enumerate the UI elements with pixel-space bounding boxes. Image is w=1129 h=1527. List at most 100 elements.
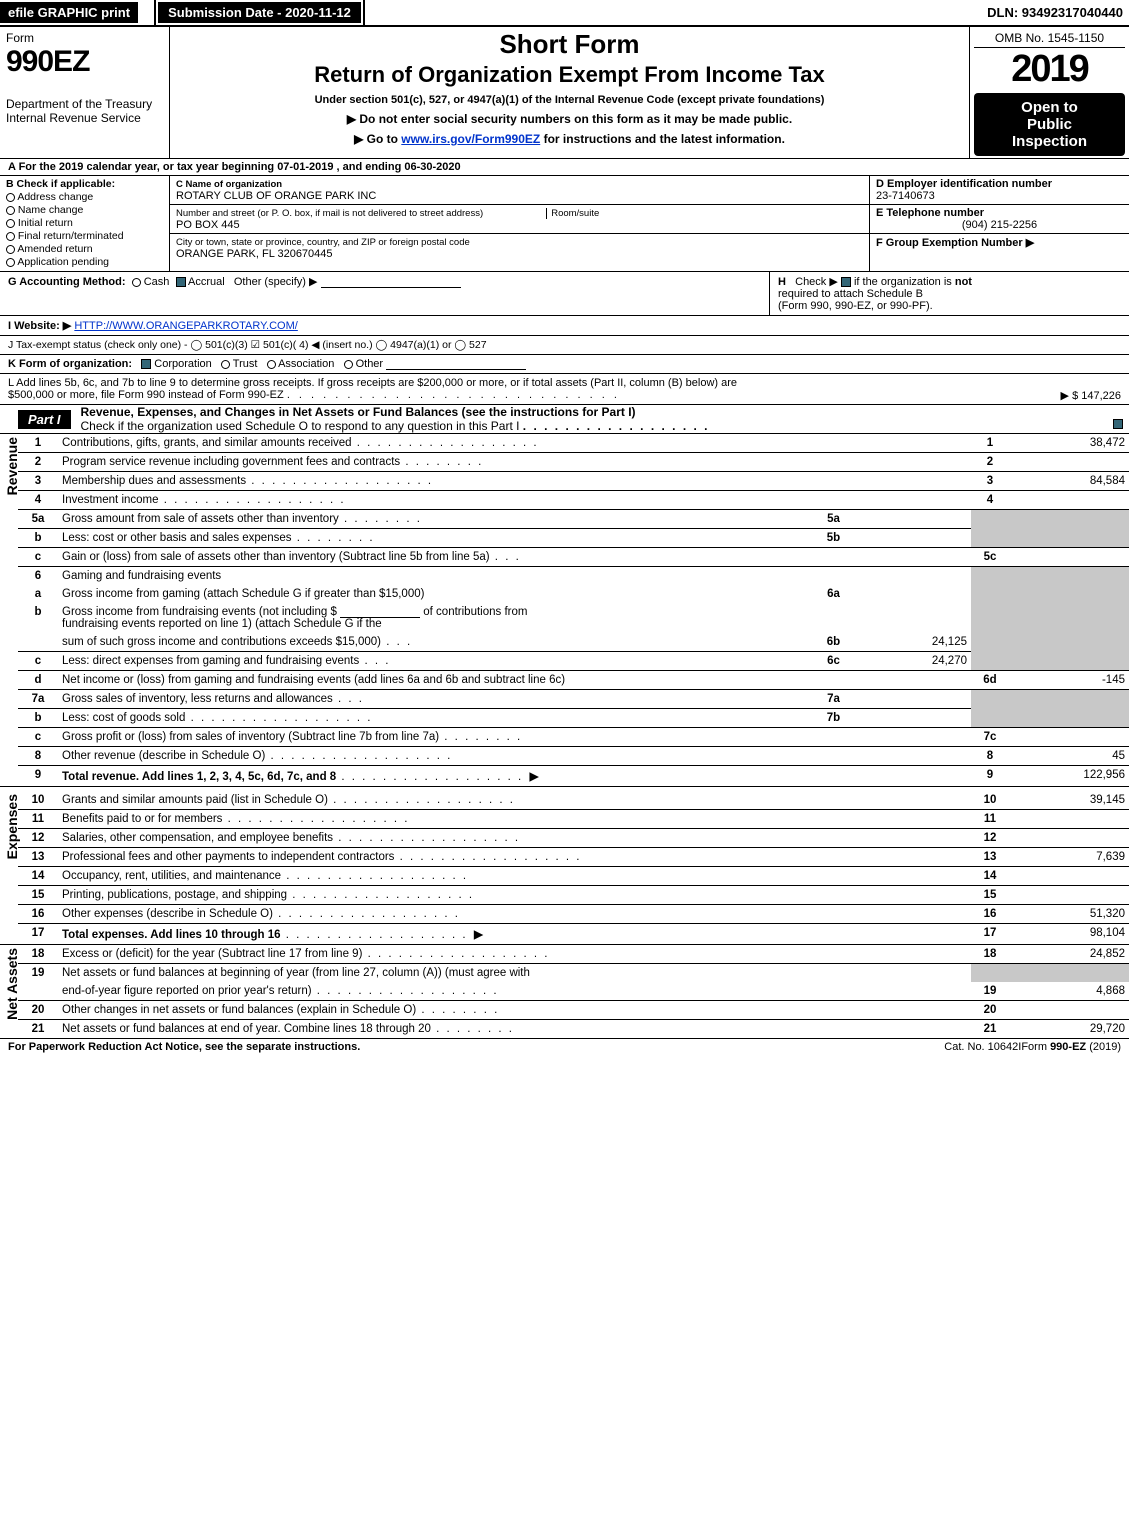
cash-radio[interactable] [132, 278, 141, 287]
line-16-no: 16 [18, 904, 58, 923]
line-6b-mval: 24,125 [851, 633, 971, 652]
check-initial-return[interactable]: Initial return [6, 217, 163, 229]
line-7a-no: 7a [18, 690, 58, 709]
trust-radio[interactable] [221, 360, 230, 369]
line-7c-no: c [18, 728, 58, 747]
line-7c-ref: 7c [971, 728, 1009, 747]
check-amended-return[interactable]: Amended return [6, 243, 163, 255]
expenses-vtext: Expenses [4, 794, 20, 859]
chk-label-4: Amended return [17, 243, 92, 255]
check-application-pending[interactable]: Application pending [6, 256, 163, 268]
line-4-val [1009, 491, 1129, 510]
org-name-cell: C Name of organization ROTARY CLUB OF OR… [170, 176, 869, 205]
schedule-o-checkbox[interactable] [1113, 419, 1123, 429]
line-5c-no: c [18, 548, 58, 567]
chk-label-3: Final return/terminated [18, 230, 124, 242]
org-name: ROTARY CLUB OF ORANGE PARK INC [176, 190, 376, 202]
efile-print-button[interactable]: efile GRAPHIC print [0, 2, 138, 23]
line-6b-desc2: sum of such gross income and contributio… [58, 633, 816, 652]
assoc-radio[interactable] [267, 360, 276, 369]
netassets-side-label: Net Assets [0, 944, 18, 1038]
line-20-no: 20 [18, 1000, 58, 1019]
other-org-input[interactable] [386, 358, 526, 370]
line-7a-desc: Gross sales of inventory, less returns a… [58, 690, 816, 709]
h-label: H [778, 276, 786, 288]
line-8-val: 45 [1009, 747, 1129, 766]
trust-label: Trust [233, 358, 258, 370]
check-final-return[interactable]: Final return/terminated [6, 230, 163, 242]
other-specify-input[interactable] [321, 276, 461, 288]
line-19-no: 19 [18, 963, 58, 1000]
l6b-d3: fundraising events reported on line 1) (… [62, 618, 382, 630]
line-16-val: 51,320 [1009, 904, 1129, 923]
l-text2: $500,000 or more, file Form 990 instead … [8, 389, 284, 401]
address-value: PO BOX 445 [176, 219, 240, 231]
line-13-desc: Professional fees and other payments to … [58, 847, 971, 866]
line-13-no: 13 [18, 847, 58, 866]
line-6-desc: Gaming and fundraising events [58, 567, 971, 586]
city-value: ORANGE PARK, FL 320670445 [176, 248, 333, 260]
d-label: D Employer identification number [876, 178, 1052, 190]
form-number: 990EZ [6, 45, 163, 79]
check-address-change[interactable]: Address change [6, 191, 163, 203]
line-6a-mval [851, 585, 971, 603]
h-text4: (Form 990, 990-EZ, or 990-PF). [778, 300, 933, 312]
line-6a-no: a [18, 585, 58, 603]
website-row: I Website: ▶ HTTP://WWW.ORANGEPARKROTARY… [0, 316, 1129, 336]
footer-right-post: (2019) [1086, 1041, 1121, 1053]
accrual-checkbox[interactable] [176, 277, 186, 287]
l6b-amount-input[interactable] [340, 606, 420, 618]
dln-label: DLN: 93492317040440 [981, 2, 1129, 23]
open-line-2: Public [978, 116, 1121, 133]
line-12-ref: 12 [971, 828, 1009, 847]
address-cell: Number and street (or P. O. box, if mail… [170, 205, 869, 234]
row-a-tax-year: A For the 2019 calendar year, or tax yea… [0, 159, 1129, 176]
schedule-b-check: H Check ▶ if the organization is not req… [769, 272, 1129, 315]
line-12-desc: Salaries, other compensation, and employ… [58, 828, 971, 847]
dept-line-2: Internal Revenue Service [6, 111, 163, 125]
line-20-ref: 20 [971, 1000, 1009, 1019]
line-5a-mref: 5a [816, 510, 851, 529]
grey-7 [971, 690, 1009, 728]
goto-post: for instructions and the latest informat… [540, 132, 785, 146]
line-21-ref: 21 [971, 1019, 1009, 1038]
line-7a-mref: 7a [816, 690, 851, 709]
website-link[interactable]: HTTP://WWW.ORANGEPARKROTARY.COM/ [74, 320, 297, 332]
line-5a-desc: Gross amount from sale of assets other t… [58, 510, 816, 529]
ssn-warning: ▶ Do not enter social security numbers o… [176, 112, 963, 126]
line-10-ref: 10 [971, 791, 1009, 810]
other-radio[interactable] [344, 360, 353, 369]
line-4-ref: 4 [971, 491, 1009, 510]
line-7c-val [1009, 728, 1129, 747]
line-1-desc: Contributions, gifts, grants, and simila… [58, 434, 971, 453]
return-title: Return of Organization Exempt From Incom… [176, 62, 963, 88]
short-form-title: Short Form [176, 29, 963, 60]
line-15-val [1009, 885, 1129, 904]
corp-checkbox[interactable] [141, 359, 151, 369]
line-5c-desc: Gain or (loss) from sale of assets other… [58, 548, 971, 567]
irs-link[interactable]: www.irs.gov/Form990EZ [401, 132, 540, 146]
line-6d-val: -145 [1009, 671, 1129, 690]
f-label: F Group Exemption Number ▶ [876, 237, 1034, 249]
h-text1: Check ▶ [795, 276, 838, 288]
line-11-desc: Benefits paid to or for members [58, 809, 971, 828]
line-6c-desc: Less: direct expenses from gaming and fu… [58, 652, 816, 671]
line-16-ref: 16 [971, 904, 1009, 923]
expenses-side-label: Expenses [0, 791, 18, 945]
line-5b-mref: 5b [816, 529, 851, 548]
line-19-ref: 19 [971, 982, 1009, 1001]
grey-19-val [1009, 963, 1129, 982]
line-21-val: 29,720 [1009, 1019, 1129, 1038]
line-6d-no: d [18, 671, 58, 690]
check-name-change[interactable]: Name change [6, 204, 163, 216]
scheduleb-checkbox[interactable] [841, 277, 851, 287]
line-3-no: 3 [18, 472, 58, 491]
line-6c-mref: 6c [816, 652, 851, 671]
line-5b-desc: Less: cost or other basis and sales expe… [58, 529, 816, 548]
line-2-desc: Program service revenue including govern… [58, 453, 971, 472]
line-7b-mref: 7b [816, 709, 851, 728]
page-footer: For Paperwork Reduction Act Notice, see … [0, 1038, 1129, 1055]
l6b-d2: of contributions from [423, 606, 527, 618]
h-text2: if the organization is [854, 276, 955, 288]
phone-cell: E Telephone number (904) 215-2256 [870, 205, 1129, 234]
